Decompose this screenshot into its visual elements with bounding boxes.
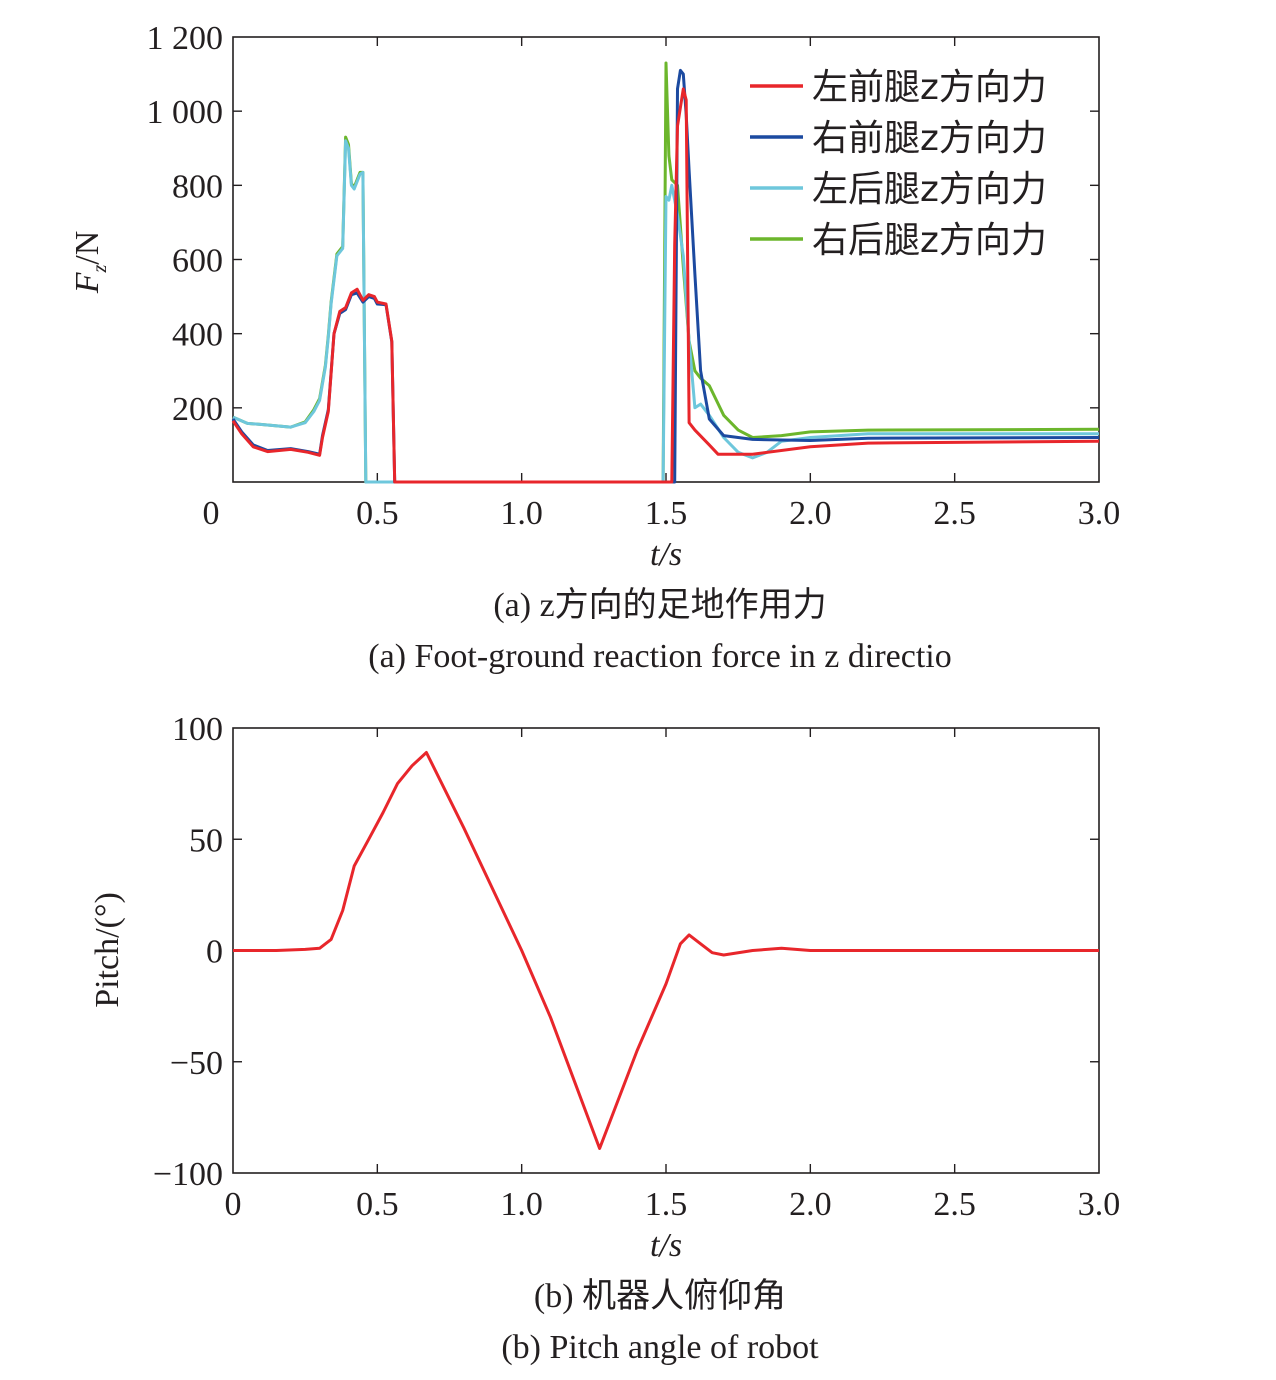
y-tick-label: 0 (206, 934, 223, 971)
chart-b: 0 0.5 1.0 1.5 2.0 2.5 3.0 −100 −50 0 50 100 Pitch/(… (89, 711, 1120, 1366)
x-tick-label: 2.0 (789, 1186, 832, 1223)
svg-text:Fz/N: Fz/N (69, 231, 111, 295)
y-tick-label: 400 (172, 317, 223, 354)
x-tick-label: 3.0 (1078, 1186, 1121, 1223)
series-line-3 (232, 139, 1099, 484)
x-tick-label: 1.5 (645, 495, 688, 532)
series-line-1 (233, 751, 1099, 1150)
chart-a-y-axis-label: Fz/N (69, 231, 111, 295)
x-tick-label: 2.0 (789, 495, 832, 532)
y-tick-label: 50 (189, 822, 223, 859)
legend-label: 右后腿z方向力 (812, 220, 1047, 261)
chart-a-caption-cn: (a) z方向的足地作用力 (493, 586, 826, 624)
legend-label: 左后腿z方向力 (812, 169, 1047, 210)
x-tick-label: 2.5 (933, 1186, 976, 1223)
y-tick-label: 1 200 (147, 20, 224, 57)
y-tick-label: 1 000 (147, 94, 224, 131)
chart-b-ticks: 0 0.5 1.0 1.5 2.0 2.5 3.0 −100 −50 0 50 100 (153, 711, 1120, 1223)
y-tick-label: −50 (170, 1045, 223, 1082)
chart-a-x-axis-label: t/s (650, 536, 682, 573)
x-tick-label: 0 (203, 495, 220, 532)
chart-b-x-axis-label: t/s (650, 1227, 682, 1264)
x-tick-label: 1.0 (500, 1186, 543, 1223)
svg-text:Pitch/(°): Pitch/(°) (89, 892, 126, 1008)
chart-b-caption-en: (b) Pitch angle of robot (501, 1329, 819, 1366)
chart-b-caption-cn: (b) 机器人俯仰角 (534, 1277, 786, 1315)
y-tick-label: 200 (172, 391, 223, 428)
x-tick-label: 0 (225, 1186, 242, 1223)
chart-a: 0 0.5 1.0 1.5 2.0 2.5 3.0 200 400 600 800 1 000 1 20… (69, 20, 1120, 675)
x-tick-label: 1.5 (645, 1186, 688, 1223)
x-tick-label: 2.5 (933, 495, 976, 532)
series-line-1 (231, 87, 1100, 484)
chart-b-series (233, 751, 1099, 1150)
x-tick-label: 0.5 (356, 495, 399, 532)
y-tick-label: 600 (172, 243, 223, 280)
chart-b-y-axis-label: Pitch/(°) (89, 892, 126, 1008)
chart-a-ticks: 0 0.5 1.0 1.5 2.0 2.5 3.0 200 400 600 800 1 000 1 20… (147, 20, 1121, 532)
y-tick-label: −100 (153, 1156, 223, 1193)
y-tick-label: 100 (172, 711, 223, 748)
legend-label: 左前腿z方向力 (812, 67, 1047, 108)
chart-a-caption-en: (a) Foot-ground reaction force in z dire… (368, 638, 951, 675)
chart-a-series (231, 61, 1100, 484)
legend-label: 右前腿z方向力 (812, 118, 1047, 159)
x-tick-label: 1.0 (500, 495, 543, 532)
x-tick-label: 3.0 (1078, 495, 1121, 532)
x-tick-label: 0.5 (356, 1186, 399, 1223)
y-tick-label: 800 (172, 168, 223, 205)
